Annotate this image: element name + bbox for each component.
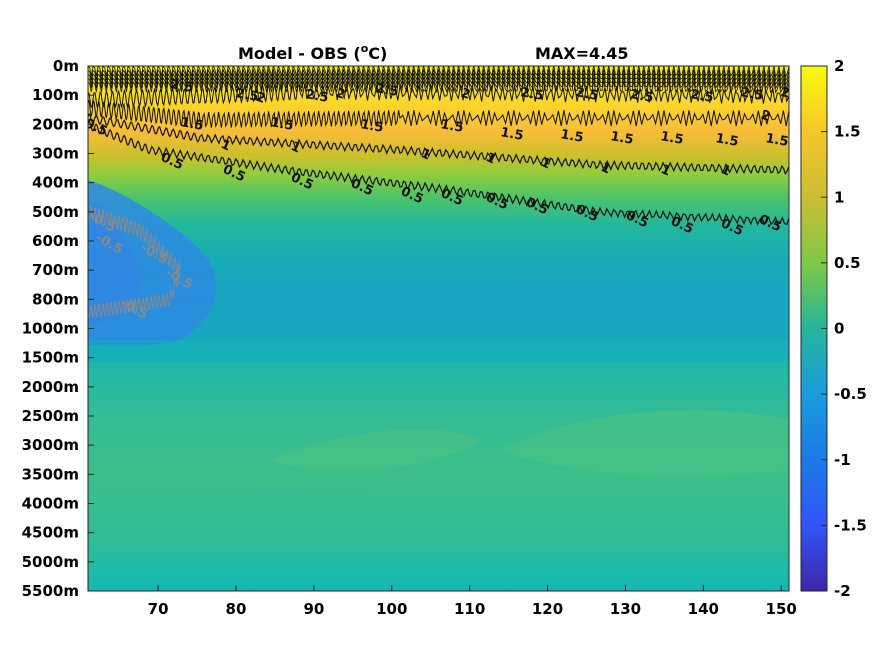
y-tick-label: 1000m — [22, 320, 79, 338]
contour-label: 2.5 — [304, 87, 329, 106]
contour-line-2-5 — [88, 72, 789, 86]
contour-label: 1.5 — [764, 131, 789, 150]
colorbar-tick-label: -1 — [834, 451, 851, 469]
chart-title: Model - OBS (oC) — [238, 42, 387, 63]
y-tick-label: 5000m — [22, 553, 79, 571]
y-tick-label: 3000m — [22, 436, 79, 454]
contour-line-2-5 — [88, 76, 789, 90]
y-tick-label: 2500m — [22, 407, 79, 425]
y-tick-label: 4500m — [22, 524, 79, 542]
x-tick-label: 100 — [376, 600, 407, 618]
y-tick-label: 700m — [32, 261, 79, 279]
colorbar-tick-label: -1.5 — [834, 516, 867, 534]
contour-line-1-5 — [88, 99, 789, 129]
x-tick-label: 130 — [610, 600, 641, 618]
contour-label: 2.5 — [629, 87, 654, 106]
x-tick-label: 70 — [148, 600, 169, 618]
colorbar-tick-label: 0 — [834, 320, 844, 338]
colorbar-tick-label: -0.5 — [834, 385, 867, 403]
y-tick-label: 800m — [32, 290, 79, 308]
contour-label: 1.5 — [439, 117, 464, 136]
contour-label: 2.5 — [169, 77, 194, 96]
contour-label: 1.5 — [609, 129, 634, 148]
contour-line-2 — [88, 83, 789, 109]
contour-label: 1.5 — [559, 127, 584, 146]
contour-label: 2.5 — [689, 87, 714, 106]
y-tick-label: 600m — [32, 232, 79, 250]
contour-line-1 — [88, 113, 789, 176]
contour-label: 1.5 — [359, 117, 384, 136]
contour-label: 2.5 — [374, 81, 399, 100]
y-tick-label: 0m — [53, 57, 79, 75]
colorbar-tick-label: -2 — [834, 582, 851, 600]
x-tick-label: 120 — [532, 600, 563, 618]
contour-label: 1.5 — [269, 115, 294, 134]
contour-label: 1.5 — [659, 129, 684, 148]
y-tick-label: 100m — [32, 86, 79, 104]
x-tick-label: 110 — [454, 600, 485, 618]
x-tick-label: 90 — [303, 600, 324, 618]
colorbar-tick-label: 0.5 — [834, 254, 861, 272]
colorbar-tick-label: 1.5 — [834, 123, 861, 141]
y-tick-label: 200m — [32, 115, 79, 133]
title-superscript: o — [361, 42, 369, 55]
contour-line-2-5 — [88, 68, 789, 82]
contour-label: 2.5 — [739, 85, 764, 104]
contour-line-2-5 — [88, 80, 789, 94]
colorbar-tick-label: 2 — [834, 57, 844, 75]
x-tick-label: 140 — [688, 600, 719, 618]
contour-label: 1.5 — [499, 125, 524, 144]
x-tick-label: 80 — [226, 600, 247, 618]
y-axis: 0m 100m 200m 300m 400m 500m 600m 700m 800m 1000m 1… — [22, 57, 94, 600]
y-tick-label: 500m — [32, 203, 79, 221]
x-axis: 70 80 90 100 110 120 130 140 150 — [148, 585, 797, 618]
contour-line-2-5 — [88, 66, 789, 78]
y-tick-label: 300m — [32, 145, 79, 163]
y-tick-label: 4000m — [22, 495, 79, 513]
x-tick-label: 150 — [766, 600, 797, 618]
title-text: Model - OBS ( — [238, 44, 361, 63]
y-tick-label: 5500m — [22, 582, 79, 600]
contour-line-minus-0-5 — [88, 205, 181, 319]
colorbar-tick-label: 1 — [834, 188, 844, 206]
y-tick-label: 2000m — [22, 378, 79, 396]
contour-label: 2.5 — [234, 86, 259, 105]
contour-line-0-5 — [88, 121, 789, 226]
contour-label: 1.5 — [179, 115, 204, 134]
contour-label: 2.5 — [574, 85, 599, 104]
title-unit: C) — [368, 44, 387, 63]
contour-label: 2.5 — [779, 85, 804, 104]
max-label: MAX=4.45 — [535, 44, 629, 63]
y-tick-label: 1500m — [22, 349, 79, 367]
y-tick-label: 400m — [32, 174, 79, 192]
colorbar-axis: 2 1.5 1 0.5 0 -0.5 -1 -1.5 -2 — [821, 57, 867, 600]
y-tick-label: 3500m — [22, 465, 79, 483]
contour-label: 2.5 — [519, 85, 544, 104]
contour-label: 1.5 — [714, 131, 739, 150]
heatmap-field: 2.5 2.5 2.5 2.5 2.5 2.5 2.5 2.5 2.5 2.52 2 221.5 1.5… — [88, 66, 804, 591]
